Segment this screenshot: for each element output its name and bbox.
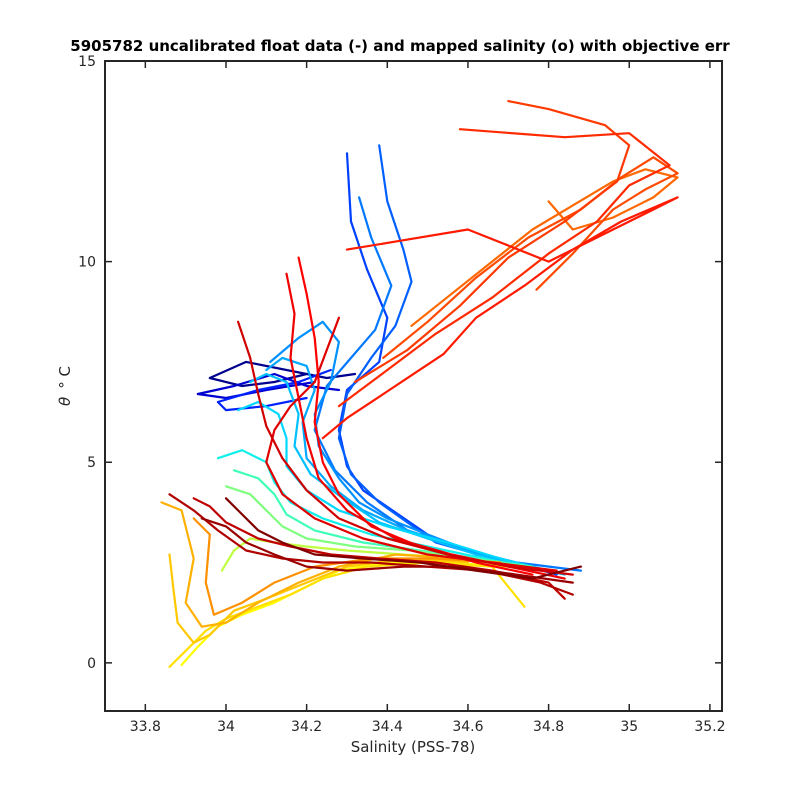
y-tick-label: 0 (87, 656, 96, 672)
profile-line-2 (196, 372, 340, 400)
x-tick-label: 34.2 (291, 719, 322, 735)
profile-line-23 (337, 128, 671, 408)
y-axis-unit: ° C (56, 366, 74, 389)
profiles-layer (160, 99, 679, 669)
profile-line-11 (216, 449, 542, 572)
y-axis-title: θ ° C (56, 366, 74, 406)
y-tick-label: 5 (87, 455, 96, 471)
x-tick-label: 35 (620, 719, 638, 735)
profile-line-19 (192, 517, 502, 616)
x-tick-label: 34.4 (372, 719, 403, 735)
x-tick-label: 35.2 (694, 719, 725, 735)
y-tick-label: 10 (78, 255, 96, 271)
profile-line-21 (382, 156, 679, 359)
chart-title: 5905782 uncalibrated float data (-) and … (70, 37, 730, 55)
profile-line-28 (237, 320, 574, 576)
x-tick-label: 34.8 (533, 719, 564, 735)
x-tick-label: 34 (217, 719, 235, 735)
x-axis-title: Salinity (PSS-78) (351, 738, 476, 756)
profile-line-22 (353, 99, 631, 384)
x-tick-label: 34.6 (452, 719, 483, 735)
axis-ticks: 33.8 34 34.2 34.4 34.6 34.8 35 35.2 0 5 10 15 (78, 54, 725, 735)
profile-line-24 (321, 196, 679, 440)
y-axis-theta: θ (56, 397, 74, 406)
profile-line-27 (265, 316, 558, 572)
profile-line-31 (200, 517, 574, 584)
x-tick-label: 33.8 (130, 719, 161, 735)
plot-frame (104, 60, 723, 712)
y-tick-label: 15 (78, 54, 96, 70)
profile-line-1 (208, 360, 357, 388)
profile-line-32 (224, 497, 583, 580)
profile-line-17 (168, 553, 469, 644)
profile-line-20 (410, 168, 679, 327)
profile-line-5 (337, 144, 550, 572)
